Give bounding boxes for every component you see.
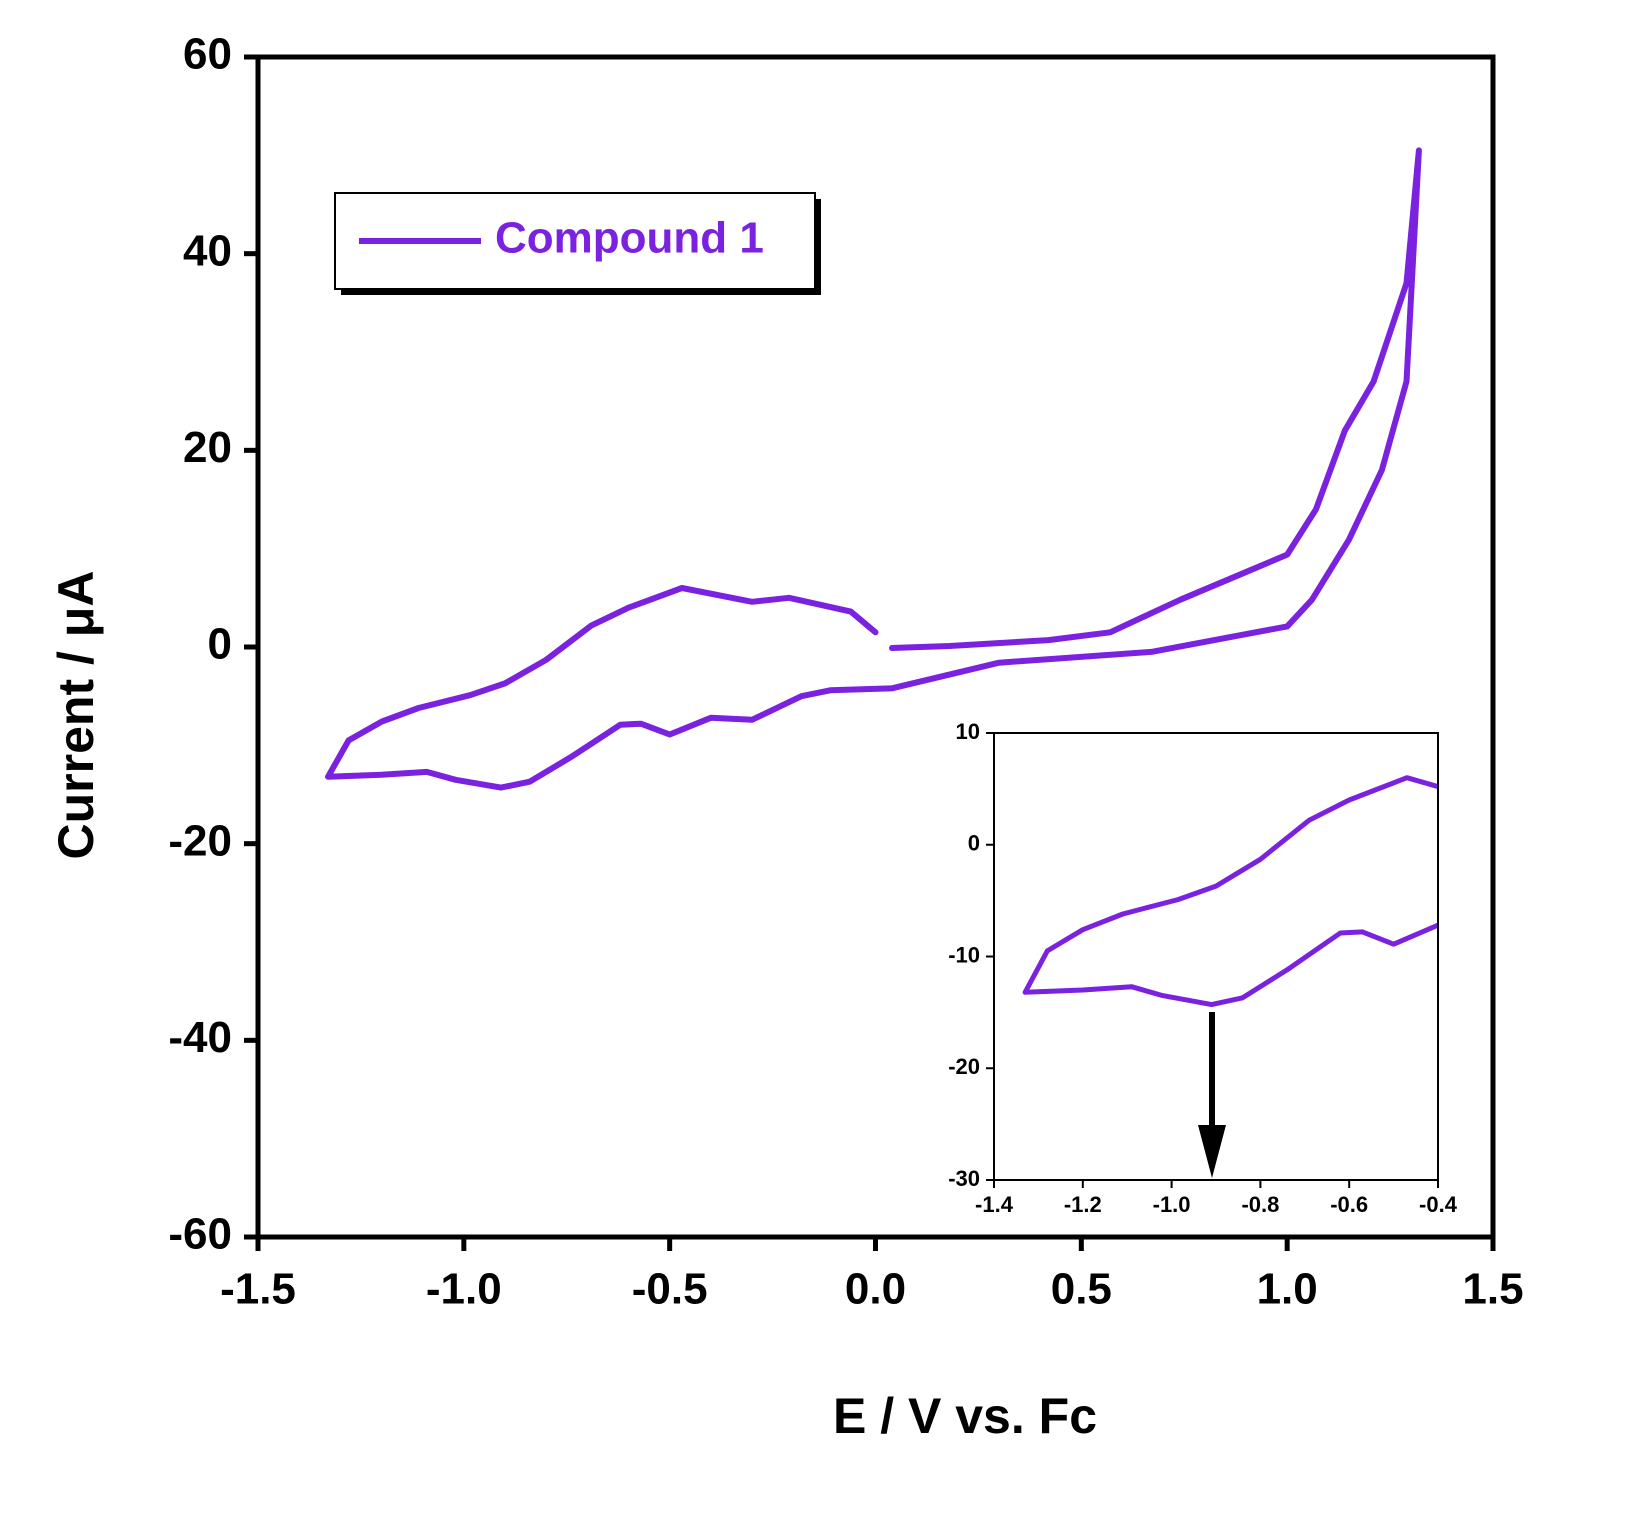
x-tick-label: -1.5 — [220, 1265, 296, 1314]
plot-1: -1.4 -1.2 -1.0 -0.8 -0.6 -0.4 -30 -20 -10 0 10 — [948, 719, 1458, 1217]
y-axis-label: Current / μA — [48, 571, 104, 860]
x-tick-label: -0.8 — [1241, 1192, 1279, 1217]
x-tick-label: -1.2 — [1064, 1192, 1102, 1217]
y-tick-label: 10 — [956, 719, 980, 744]
plot-frame — [993, 732, 1439, 1181]
x-tick-label: 0.0 — [845, 1265, 906, 1314]
y-tick-label: 0 — [968, 831, 980, 856]
y-tick-label: 0 — [208, 620, 232, 669]
x-tick-label: -0.6 — [1330, 1192, 1368, 1217]
plot-frame — [255, 54, 1496, 1240]
y-tick-label: 20 — [183, 423, 232, 472]
plot-area — [994, 733, 1438, 1180]
x-tick-label: 0.5 — [1051, 1265, 1112, 1314]
x-tick-label: 1.0 — [1257, 1265, 1318, 1314]
arrow-head — [1198, 1125, 1226, 1178]
legend-label: Compound 1 — [495, 214, 764, 263]
y-tick-label: -40 — [168, 1013, 232, 1062]
y-tick-label: -20 — [168, 816, 232, 865]
x-tick-label: 1.5 — [1462, 1265, 1523, 1314]
x-axis-label: E / V vs. Fc — [833, 1388, 1097, 1444]
y-tick-label: -30 — [948, 1166, 980, 1191]
y-tick-label: 40 — [183, 226, 232, 275]
data-line — [325, 147, 1422, 791]
y-tick-label: -60 — [168, 1210, 232, 1259]
x-tick-label: -1.0 — [426, 1265, 502, 1314]
x-tick-label: -0.4 — [1419, 1192, 1458, 1217]
x-tick-label: -0.5 — [632, 1265, 708, 1314]
x-tick-label: -1.0 — [1153, 1192, 1191, 1217]
data-line — [1022, 775, 1438, 1008]
x-tick-label: -1.4 — [975, 1192, 1014, 1217]
y-tick-label: -20 — [948, 1054, 980, 1079]
y-tick-label: -10 — [948, 942, 980, 967]
y-tick-label: 60 — [183, 30, 232, 79]
